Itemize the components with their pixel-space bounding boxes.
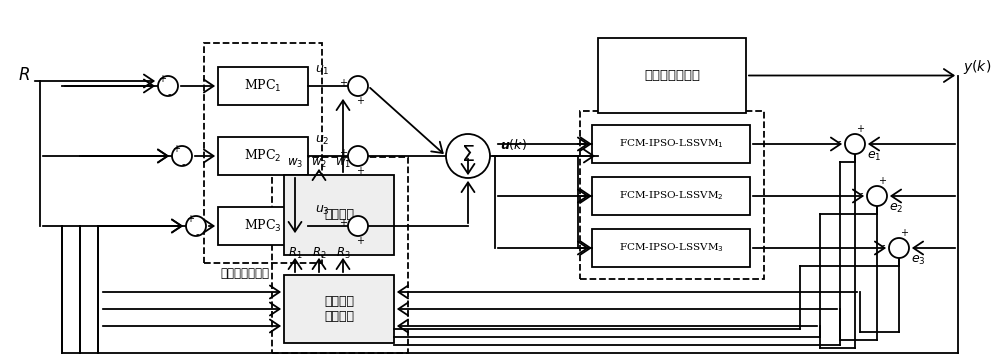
Circle shape — [348, 76, 368, 96]
Circle shape — [889, 238, 909, 258]
Bar — [284, 175, 394, 255]
Text: $e_1$: $e_1$ — [867, 150, 881, 163]
Text: $w_3$: $w_3$ — [287, 156, 303, 170]
Text: $y(k)$: $y(k)$ — [963, 58, 991, 77]
Circle shape — [186, 216, 206, 236]
Bar — [592, 177, 750, 215]
Circle shape — [348, 146, 368, 166]
Circle shape — [867, 186, 887, 206]
Text: MPC$_3$: MPC$_3$ — [244, 218, 282, 234]
Text: MPC$_2$: MPC$_2$ — [244, 148, 282, 164]
Text: -: - — [181, 159, 185, 170]
Text: $R_2$: $R_2$ — [312, 245, 326, 261]
Bar — [592, 229, 750, 267]
Bar — [218, 137, 308, 175]
Text: -: - — [881, 240, 885, 250]
Text: $w_1$: $w_1$ — [335, 156, 351, 170]
Text: +: + — [339, 148, 347, 158]
Text: +: + — [356, 96, 364, 106]
Text: $R$: $R$ — [18, 68, 30, 85]
Circle shape — [348, 216, 368, 236]
Text: $w_2$: $w_2$ — [311, 156, 327, 170]
Text: 相对误差
加权算法: 相对误差 加权算法 — [324, 295, 354, 323]
Text: 权重因子: 权重因子 — [324, 208, 354, 221]
Text: $\Sigma$: $\Sigma$ — [461, 145, 475, 165]
Circle shape — [158, 76, 178, 96]
Text: +: + — [158, 73, 166, 83]
Bar — [598, 38, 746, 113]
Text: $u_2$: $u_2$ — [315, 134, 330, 147]
Bar — [284, 275, 394, 343]
Text: MPC$_1$: MPC$_1$ — [244, 78, 282, 94]
Text: -: - — [167, 90, 171, 99]
Text: +: + — [339, 78, 347, 88]
Text: FCM-IPSO-LSSVM$_2$: FCM-IPSO-LSSVM$_2$ — [619, 189, 723, 203]
Text: $e_3$: $e_3$ — [911, 253, 926, 266]
Text: $R_3$: $R_3$ — [336, 245, 350, 261]
Text: -: - — [195, 229, 199, 240]
Text: +: + — [356, 166, 364, 176]
Text: +: + — [878, 176, 886, 186]
Bar — [272, 157, 408, 353]
Bar — [592, 125, 750, 163]
Text: $e_2$: $e_2$ — [889, 201, 903, 215]
Text: $\boldsymbol{u}(k)$: $\boldsymbol{u}(k)$ — [500, 138, 527, 152]
Text: -: - — [859, 188, 863, 198]
Text: +: + — [900, 228, 908, 238]
Text: +: + — [356, 236, 364, 246]
Bar — [204, 43, 322, 263]
Text: FCM-IPSO-LSSVM$_1$: FCM-IPSO-LSSVM$_1$ — [619, 138, 723, 150]
Text: 非线性过程对象: 非线性过程对象 — [644, 69, 700, 82]
Bar — [580, 111, 764, 279]
Circle shape — [446, 134, 490, 178]
Text: FCM-IPSO-LSSVM$_3$: FCM-IPSO-LSSVM$_3$ — [619, 242, 723, 254]
Circle shape — [845, 134, 865, 154]
Text: -: - — [837, 136, 841, 146]
Text: +: + — [856, 124, 864, 134]
Text: +: + — [186, 213, 194, 224]
Text: 模型融合控制器: 模型融合控制器 — [220, 267, 269, 280]
Circle shape — [172, 146, 192, 166]
Text: $u_1$: $u_1$ — [315, 64, 330, 77]
Text: +: + — [172, 143, 180, 154]
Text: $R_1$: $R_1$ — [288, 245, 302, 261]
Bar — [218, 67, 308, 105]
Bar — [218, 207, 308, 245]
Text: $u_3$: $u_3$ — [315, 203, 330, 217]
Text: +: + — [339, 218, 347, 228]
